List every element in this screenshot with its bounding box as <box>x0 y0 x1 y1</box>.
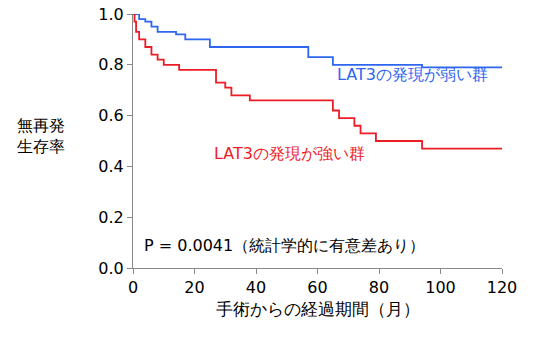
svg-text:100: 100 <box>425 278 456 297</box>
svg-text:0.8: 0.8 <box>98 55 123 74</box>
svg-text:0: 0 <box>128 278 138 297</box>
svg-text:0.6: 0.6 <box>98 106 123 125</box>
svg-text:80: 80 <box>369 278 389 297</box>
svg-text:20: 20 <box>184 278 204 297</box>
svg-text:0.0: 0.0 <box>98 259 123 278</box>
svg-text:P = 0.0041（統計学的に有意差あり）: P = 0.0041（統計学的に有意差あり） <box>144 236 425 255</box>
svg-text:40: 40 <box>246 278 266 297</box>
svg-text:無再発生存率: 無再発生存率 <box>17 116 65 156</box>
svg-text:1.0: 1.0 <box>98 5 123 24</box>
svg-text:0.4: 0.4 <box>98 157 123 176</box>
svg-text:120: 120 <box>487 278 518 297</box>
svg-text:手術からの経過期間（月）: 手術からの経過期間（月） <box>216 299 420 319</box>
svg-text:LAT3の発現が強い群: LAT3の発現が強い群 <box>214 144 365 163</box>
svg-text:60: 60 <box>307 278 327 297</box>
svg-text:LAT3の発現が弱い群: LAT3の発現が弱い群 <box>337 65 488 84</box>
svg-text:0.2: 0.2 <box>98 208 123 227</box>
